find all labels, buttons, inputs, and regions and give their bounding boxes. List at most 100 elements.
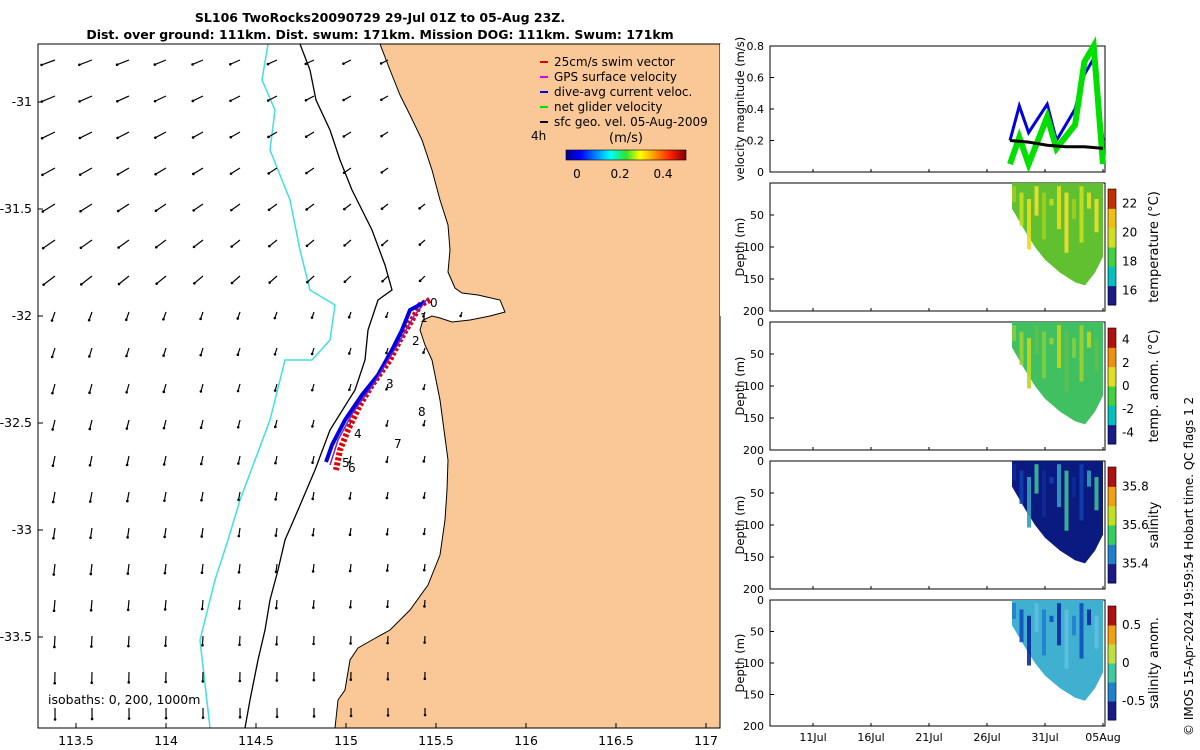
panel-y-tick-label: 150 bbox=[743, 273, 764, 286]
isobaths-label: isobaths: 0, 200, 1000m bbox=[48, 692, 200, 707]
velocity-arrow-head bbox=[199, 317, 202, 321]
map-y-tick-label: -32 bbox=[12, 308, 32, 323]
velocity-arrow-head bbox=[163, 608, 167, 611]
velocity-arrow bbox=[306, 239, 315, 247]
velocity-arrow-head bbox=[78, 136, 82, 140]
velocity-arrow-head bbox=[311, 533, 315, 537]
velocity-arrow-head bbox=[238, 679, 242, 683]
panel-colorbar-tick: 35.6 bbox=[1122, 518, 1149, 532]
velocity-arrow-head bbox=[155, 245, 158, 249]
panel-y-tick-label: 50 bbox=[750, 209, 764, 222]
velocity-arrow-head bbox=[275, 679, 279, 682]
velocity-arrow bbox=[118, 275, 130, 285]
velocity-arrow-head bbox=[192, 172, 195, 176]
velocity-arrow-head bbox=[200, 535, 204, 538]
velocity-arrow-head bbox=[51, 391, 54, 395]
panel-y-tick-label: 0 bbox=[757, 594, 764, 607]
velocity-arrow bbox=[305, 131, 315, 138]
velocity-arrow bbox=[306, 167, 315, 174]
panel-ylabel: Depth (m) bbox=[733, 496, 747, 555]
velocity-arrow-head bbox=[153, 99, 157, 103]
panel-ylabel: Depth (m) bbox=[733, 634, 747, 693]
velocity-arrow-head bbox=[385, 460, 389, 464]
velocity-arrow bbox=[42, 167, 56, 176]
velocity-arrow bbox=[238, 599, 241, 609]
panel-y-tick-label: 200 bbox=[743, 305, 764, 318]
velocity-arrow-head bbox=[51, 428, 54, 431]
velocity-arrow bbox=[41, 59, 56, 66]
velocity-arrow-head bbox=[236, 317, 240, 320]
panel-colorbar-tick: 2 bbox=[1122, 356, 1130, 370]
panel-colorbar-tick: 18 bbox=[1122, 255, 1137, 269]
velocity-arrow-head bbox=[79, 246, 83, 250]
velocity-series-line bbox=[1009, 139, 1104, 150]
panel-colorbar-tick: 0.5 bbox=[1122, 618, 1141, 632]
velocity-arrow bbox=[267, 59, 278, 65]
plot-title: SL106 TwoRocks20090729 29-Jul 01Z to 05-… bbox=[194, 10, 566, 25]
velocity-arrow bbox=[118, 239, 130, 248]
velocity-arrow-head bbox=[312, 678, 316, 682]
velocity-arrow bbox=[344, 275, 352, 283]
velocity-arrow bbox=[201, 635, 204, 646]
velocity-arrow-head bbox=[199, 353, 203, 357]
panel-colorbar-segment bbox=[1108, 505, 1116, 526]
velocity-arrow-head bbox=[422, 568, 426, 572]
map-x-tick-label: 115.5 bbox=[418, 733, 454, 748]
velocity-arrow-head bbox=[348, 388, 351, 392]
velocity-arrow-head bbox=[312, 715, 316, 718]
panel-colorbar-tick: 16 bbox=[1122, 284, 1137, 298]
velocity-arrow-head bbox=[380, 207, 384, 211]
velocity-arrow-head bbox=[53, 681, 57, 685]
velocity-arrow-head bbox=[266, 62, 270, 66]
velocity-arrow-head bbox=[274, 498, 277, 501]
velocity-arrow-head bbox=[88, 391, 91, 394]
velocity-arrow-head bbox=[228, 62, 232, 66]
velocity-arrow-head bbox=[423, 677, 427, 681]
panel-colorbar-segment bbox=[1108, 544, 1116, 565]
map-colorbar-tick: 0.4 bbox=[653, 167, 672, 181]
velocity-arrow bbox=[238, 527, 241, 537]
panel-y-tick-label: 100 bbox=[743, 241, 764, 254]
velocity-arrow-head bbox=[89, 608, 93, 612]
time-tick-label: 26Jul bbox=[973, 731, 1000, 744]
velocity-arrow-head bbox=[385, 387, 388, 391]
velocity-arrow bbox=[344, 239, 352, 246]
velocity-arrow-head bbox=[237, 534, 241, 538]
velocity-arrow-head bbox=[155, 282, 158, 285]
velocity-arrow-head bbox=[385, 315, 388, 319]
panel-colorbar-label: salinity anom. bbox=[1147, 617, 1162, 709]
velocity-series-line bbox=[1007, 36, 1106, 173]
velocity-arrow bbox=[164, 599, 167, 610]
velocity-arrow bbox=[90, 563, 93, 575]
velocity-arrow-head bbox=[116, 173, 120, 176]
isobath-200 bbox=[244, 44, 393, 728]
glider-track-current bbox=[324, 300, 426, 463]
panel-y-tick-label: 0.2 bbox=[747, 135, 765, 148]
velocity-arrow bbox=[275, 563, 278, 572]
velocity-arrow-head bbox=[347, 352, 351, 355]
panel-frame bbox=[769, 45, 1106, 173]
panel-y-tick-label: 150 bbox=[743, 412, 764, 425]
velocity-arrow-head bbox=[273, 389, 277, 392]
velocity-arrow-head bbox=[199, 390, 203, 393]
velocity-arrow-head bbox=[418, 243, 422, 246]
velocity-arrow bbox=[305, 59, 315, 65]
velocity-arrow bbox=[343, 95, 352, 101]
glider-track-net bbox=[329, 297, 429, 466]
velocity-arrow bbox=[53, 599, 56, 611]
legend-entry: net glider velocity bbox=[554, 100, 662, 114]
velocity-arrow-head bbox=[273, 352, 277, 356]
panel-y-tick-label: 100 bbox=[743, 657, 764, 670]
panel-y-tick-label: 100 bbox=[743, 519, 764, 532]
velocity-arrow-head bbox=[312, 606, 315, 609]
velocity-arrow-head bbox=[162, 390, 166, 394]
velocity-arrow-head bbox=[274, 534, 278, 537]
map-x-tick-label: 114 bbox=[154, 733, 178, 748]
panel-5: Depth (m) 0 50 100 150 200 -0.5 0 0.5 salinity an… bbox=[733, 594, 1162, 733]
velocity-arrow bbox=[51, 383, 56, 394]
map-x-tick-label: 116 bbox=[514, 733, 538, 748]
velocity-arrow-head bbox=[230, 281, 234, 285]
velocity-arrow-head bbox=[41, 210, 45, 213]
panel-colorbar-segment bbox=[1108, 347, 1116, 368]
velocity-arrow-head bbox=[162, 317, 165, 321]
